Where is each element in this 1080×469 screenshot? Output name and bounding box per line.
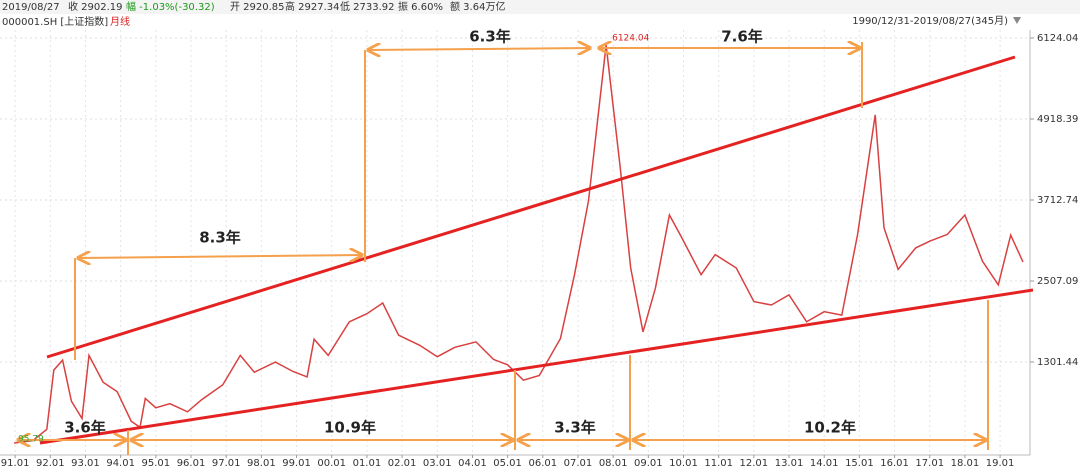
x-tick-label: 15.01: [845, 458, 874, 469]
change: 幅 -1.03%(-30.32): [126, 0, 215, 13]
x-tick-label: 92.01: [36, 458, 65, 469]
header-bar: [0, 0, 1080, 14]
annotation: 3.3年: [554, 419, 596, 437]
x-tick-label: 97.01: [212, 458, 241, 469]
x-tick-label: 09.01: [634, 458, 663, 469]
plot: [0, 30, 1034, 458]
low-label: 95.79: [18, 434, 44, 444]
x-tick-label: 00.01: [317, 458, 346, 469]
trend-lines: [39, 55, 1034, 445]
close: 收 2902.19: [68, 0, 123, 13]
x-tick-label: 08.01: [599, 458, 628, 469]
amount: 额 3.64万亿: [450, 0, 505, 13]
x-tick-label: 19.01: [986, 458, 1015, 469]
y-tick-label: 1301.44: [1037, 357, 1078, 368]
y-tick-label: 2507.09: [1037, 276, 1078, 287]
x-tick-label: 11.01: [704, 458, 733, 469]
date: 2019/08/27: [2, 2, 60, 13]
annotation: 10.2年: [804, 419, 856, 437]
lower-trend: [39, 288, 1034, 445]
low: 低 2733.92: [340, 0, 395, 13]
period: 月线: [110, 15, 130, 28]
x-tick-label: 18.01: [951, 458, 980, 469]
x-tick-label: 14.01: [810, 458, 839, 469]
price-line: [14, 44, 1024, 444]
x-tick-label: 07.01: [564, 458, 593, 469]
x-tick-label: 13.01: [775, 458, 804, 469]
x-tick-label: 10.01: [669, 458, 698, 469]
x-tick-label: 96.01: [177, 458, 206, 469]
annotation: 8.3年: [199, 229, 241, 247]
x-tick-label: 95.01: [142, 458, 171, 469]
x-tick-label: 06.01: [528, 458, 557, 469]
x-tick-label: 94.01: [106, 458, 135, 469]
high: 高 2927.34: [285, 0, 340, 13]
y-tick-label: 4918.39: [1037, 114, 1078, 125]
x-tick-label: 99.01: [282, 458, 311, 469]
symbol: 000001.SH [上证指数]: [2, 15, 108, 28]
y-tick-label: 6124.04: [1037, 33, 1078, 44]
open: 开 2920.85: [230, 2, 285, 13]
annotation: 10.9年: [324, 419, 376, 437]
y-tick-label: 3712.74: [1037, 195, 1078, 206]
range: 1990/12/31-2019/08/27(345月): [852, 15, 1008, 27]
x-tick-label: 05.01: [493, 458, 522, 469]
x-tick-label: 91.01: [1, 458, 30, 469]
annotation-arrows: [18, 42, 989, 455]
x-tick-label: 17.01: [915, 458, 944, 469]
x-tick-label: 04.01: [458, 458, 487, 469]
upper-trend: [46, 55, 1016, 359]
annotation: 3.6年: [64, 419, 106, 437]
high-label: 6124.04: [612, 33, 649, 43]
annotation: 6.3年: [469, 28, 511, 46]
x-tick-label: 01.01: [353, 458, 382, 469]
annotation: 7.6年: [721, 28, 763, 46]
amplitude: 振 6.60%: [398, 0, 443, 13]
x-tick-label: 16.01: [880, 458, 909, 469]
x-tick-label: 12.01: [740, 458, 769, 469]
x-tick-label: 93.01: [71, 458, 100, 469]
x-tick-label: 98.01: [247, 458, 276, 469]
x-tick-label: 03.01: [423, 458, 452, 469]
x-tick-label: 02.01: [388, 458, 417, 469]
dropdown[interactable]: [1013, 17, 1021, 24]
